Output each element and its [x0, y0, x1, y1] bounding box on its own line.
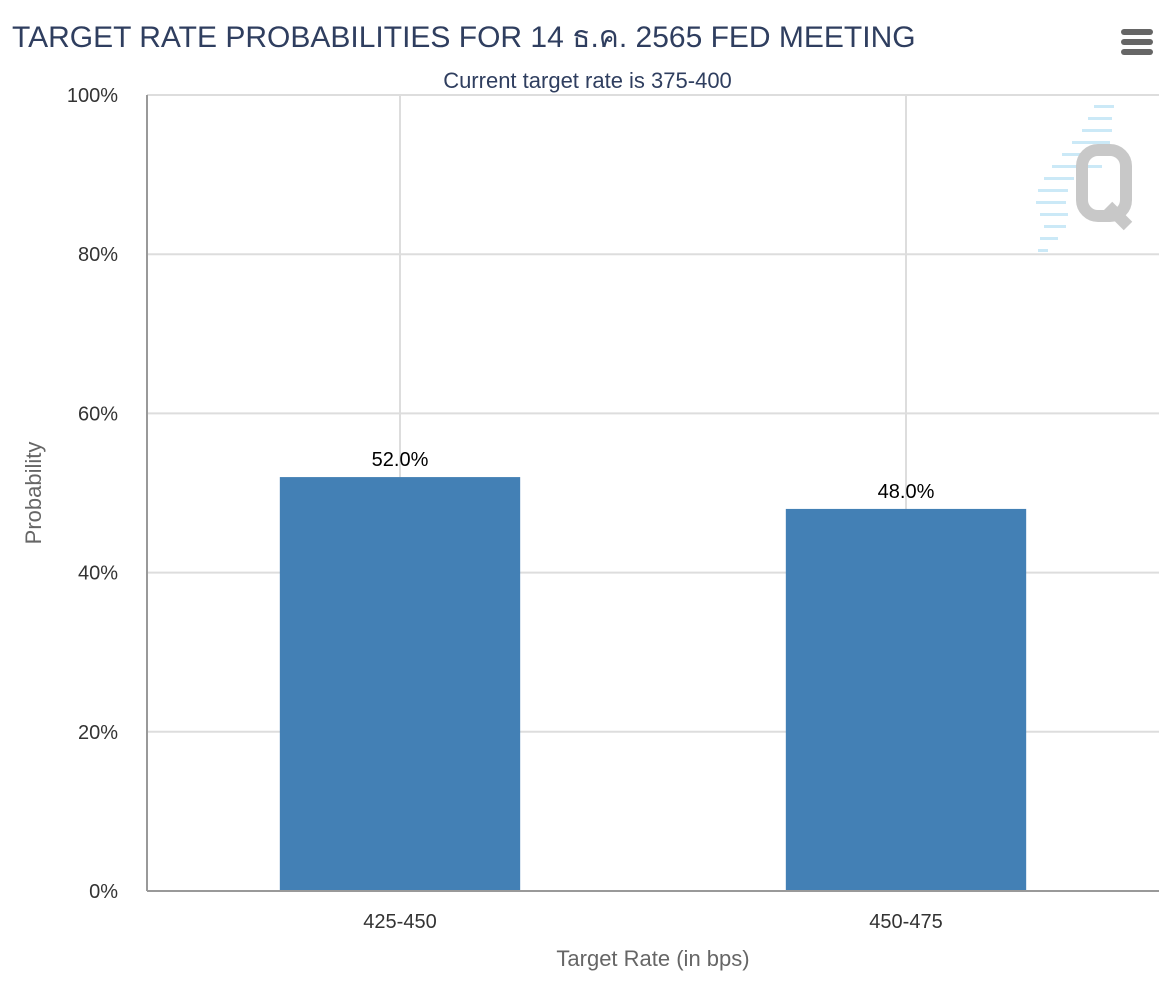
y-tick-label: 60% — [78, 403, 118, 425]
y-tick-label: 40% — [78, 563, 118, 585]
y-tick-label: 20% — [78, 722, 118, 744]
y-tick-label: 100% — [67, 85, 118, 107]
chart-subtitle: Current target rate is 375-400 — [443, 68, 732, 93]
hamburger-menu-icon[interactable] — [1119, 26, 1155, 58]
menu-bar-bottom — [1121, 49, 1153, 55]
labels: 0% 20% 40% 60% 80% 100% 52.0% 425-450 48.0% 450-4… — [21, 85, 943, 971]
q-logo-icon — [1036, 105, 1133, 252]
x-axis-title: Target Rate (in bps) — [556, 946, 749, 971]
y-tick-label: 0% — [89, 881, 118, 903]
y-axis-title: Probability — [21, 442, 46, 545]
chart-title: TARGET RATE PROBABILITIES FOR 14 ธ.ค. 25… — [12, 21, 916, 54]
x-tick-label: 425-450 — [363, 911, 436, 933]
menu-bar-middle — [1121, 39, 1153, 45]
data-label: 48.0% — [878, 481, 935, 503]
bars — [279, 477, 1027, 891]
bar-450-475 — [785, 508, 1027, 891]
data-label: 52.0% — [372, 449, 429, 471]
axes — [146, 95, 1159, 892]
bar-425-450 — [279, 477, 521, 891]
x-tick-label: 450-475 — [869, 911, 942, 933]
y-tick-label: 80% — [78, 244, 118, 266]
menu-bar-top — [1121, 29, 1153, 35]
